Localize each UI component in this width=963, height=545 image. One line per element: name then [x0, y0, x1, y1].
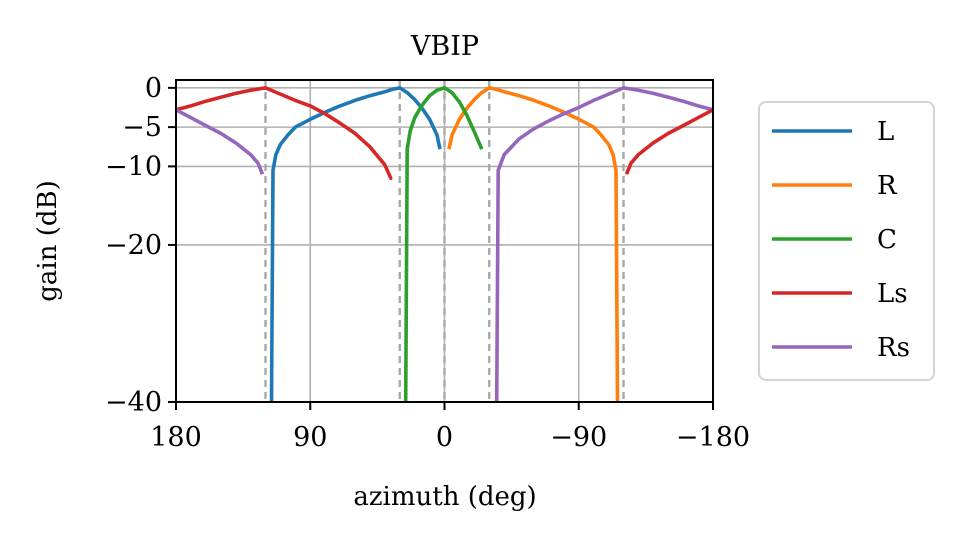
legend-box [758, 101, 935, 381]
y-tick-label: −5 [122, 112, 162, 143]
y-tick-label: −10 [105, 151, 162, 182]
series-line-c [403, 86, 484, 403]
legend-label-l: L [877, 117, 894, 147]
legend-label-c: C [877, 225, 897, 255]
legend-label-rs: Rs [877, 333, 910, 363]
series-line-r [447, 86, 620, 403]
legend: LRC Ls Rs [758, 101, 935, 381]
y-tick-label: 0 [145, 73, 162, 104]
series-group [175, 86, 714, 403]
series-line-rs [494, 86, 714, 403]
x-tick-label: 0 [436, 422, 453, 453]
series-line-rs-wrap [175, 108, 265, 175]
speaker-angle-lines [264, 80, 625, 402]
x-tick-label: 180 [150, 422, 202, 453]
legend-label-ls: Ls [877, 279, 908, 309]
x-axis-label: azimuth (deg) [353, 482, 536, 512]
x-axis: 180 90 0 −90 −180 [150, 402, 750, 453]
y-tick-label: −40 [105, 387, 162, 418]
y-axis-label: gain (dB) [33, 180, 63, 302]
x-tick-label: −90 [550, 422, 607, 453]
x-tick-label: 90 [293, 422, 327, 453]
series-line-ls-wrap [624, 108, 714, 175]
x-tick-label: −180 [676, 422, 750, 453]
y-tick-label: −20 [105, 230, 162, 261]
y-axis: 0 −5 −10 −20 −40 [105, 73, 176, 418]
series-line-ls [175, 86, 393, 180]
legend-label-r: R [877, 171, 898, 201]
chart-title: VBIP [410, 31, 479, 62]
